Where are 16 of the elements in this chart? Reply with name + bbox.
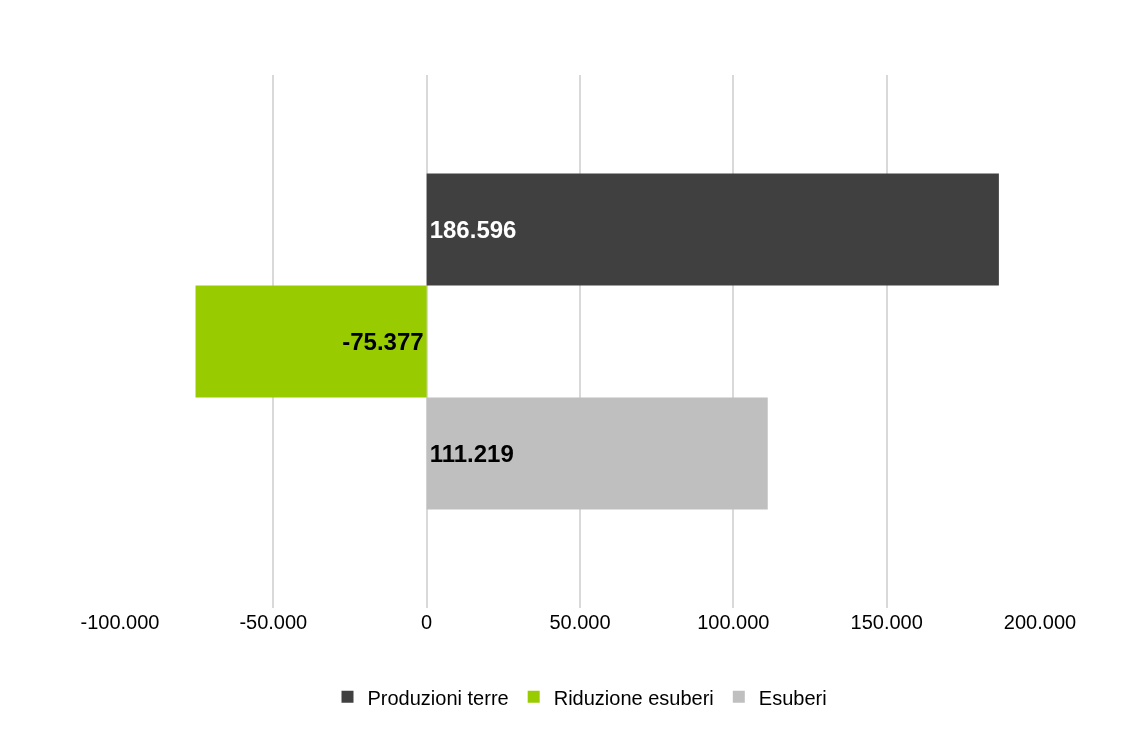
data-label: 186.596 — [429, 216, 517, 244]
legend-label: Produzioni terre — [367, 686, 509, 709]
legend-label: Riduzione esuberi — [553, 686, 714, 709]
x-tick-label: -50.000 — [239, 611, 308, 633]
x-tick-label: 50.000 — [549, 611, 611, 633]
x-tick-label: 200.000 — [1003, 611, 1077, 633]
data-label: 111.219 — [429, 439, 514, 467]
bar — [195, 285, 427, 398]
x-tick-label: 100.000 — [697, 611, 770, 633]
x-tick-label: -100.000 — [80, 611, 160, 633]
bar — [426, 173, 999, 286]
x-tick-label: 0 — [421, 611, 433, 633]
legend-label: Esuberi — [758, 686, 827, 709]
data-label: -75.377 — [342, 328, 424, 355]
bar — [426, 397, 768, 510]
x-tick-label: 150.000 — [850, 611, 923, 633]
